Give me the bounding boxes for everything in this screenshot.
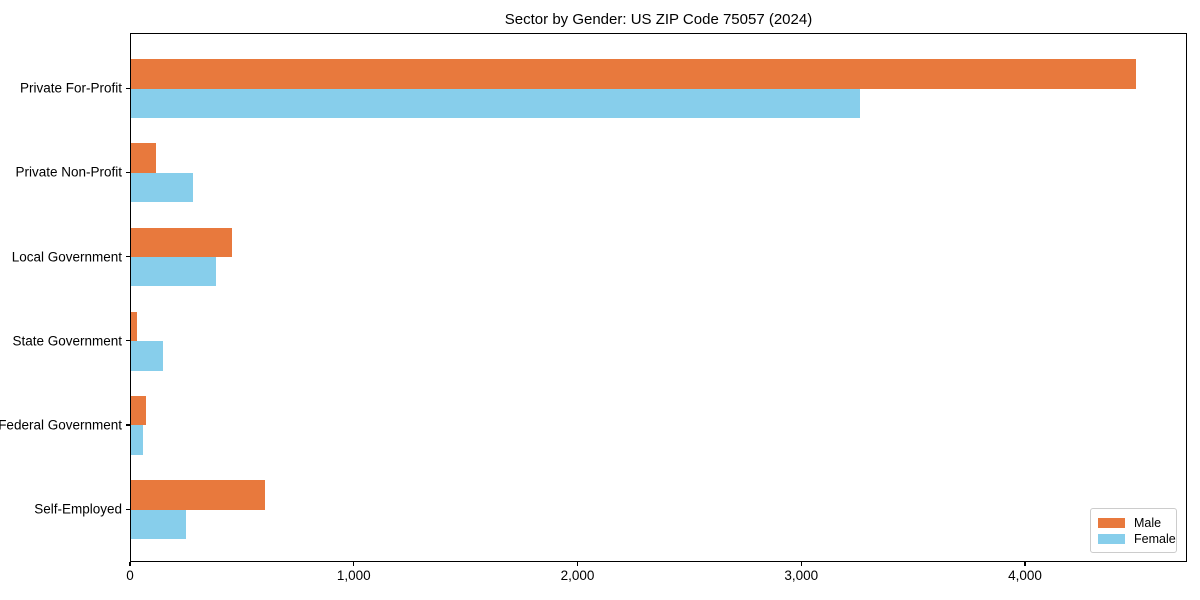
y-tick-label: Local Government: [11, 249, 122, 265]
bar-female-local-government: [131, 257, 217, 287]
y-tick-mark: [126, 256, 130, 258]
legend-swatch-female: [1098, 534, 1125, 544]
legend: Male Female: [1090, 508, 1177, 553]
legend-label-female: Female: [1134, 532, 1176, 546]
bar-female-private-non-profit: [131, 172, 193, 203]
bar-male-local-government: [131, 227, 232, 257]
x-tick-label: 1,000: [336, 568, 371, 583]
x-tick-label: 3,000: [784, 568, 819, 583]
y-tick-label: Self-Employed: [34, 501, 122, 517]
bar-male-private-non-profit: [131, 143, 156, 173]
legend-swatch-male: [1098, 518, 1125, 528]
bar-female-state-government: [131, 341, 164, 371]
x-tick-mark: [353, 562, 355, 566]
x-tick-mark: [576, 562, 579, 566]
x-tick-label: 0: [126, 568, 134, 583]
chart-title: Sector by Gender: US ZIP Code 75057 (202…: [504, 11, 813, 28]
y-tick-mark: [126, 508, 130, 510]
x-tick-mark: [129, 562, 131, 566]
y-tick-mark: [126, 171, 130, 173]
y-tick-mark: [126, 87, 130, 89]
y-tick-mark: [126, 340, 130, 342]
legend-label-male: Male: [1134, 516, 1162, 530]
y-tick-label: Federal Government: [0, 417, 122, 433]
x-tick-label: 2,000: [560, 568, 595, 583]
legend-row-male: Male: [1098, 515, 1176, 531]
y-tick-mark: [126, 424, 130, 426]
x-tick-mark: [1024, 562, 1026, 566]
bar-female-self-employed: [131, 509, 186, 539]
x-tick-mark: [800, 562, 802, 566]
bar-male-federal-government: [131, 396, 146, 426]
y-tick-label: Private Non-Profit: [15, 164, 122, 180]
bar-male-self-employed: [131, 480, 266, 510]
x-tick-label: 4,000: [1008, 568, 1042, 583]
legend-row-female: Female: [1098, 531, 1176, 547]
plot-area: [130, 33, 1187, 562]
bar-male-state-government: [131, 311, 137, 342]
y-tick-label: State Government: [12, 333, 122, 349]
bar-male-private-for-profit: [131, 59, 1136, 89]
bar-female-federal-government: [131, 425, 144, 455]
bar-female-private-for-profit: [131, 88, 861, 118]
y-tick-label: Private For-Profit: [19, 80, 122, 96]
